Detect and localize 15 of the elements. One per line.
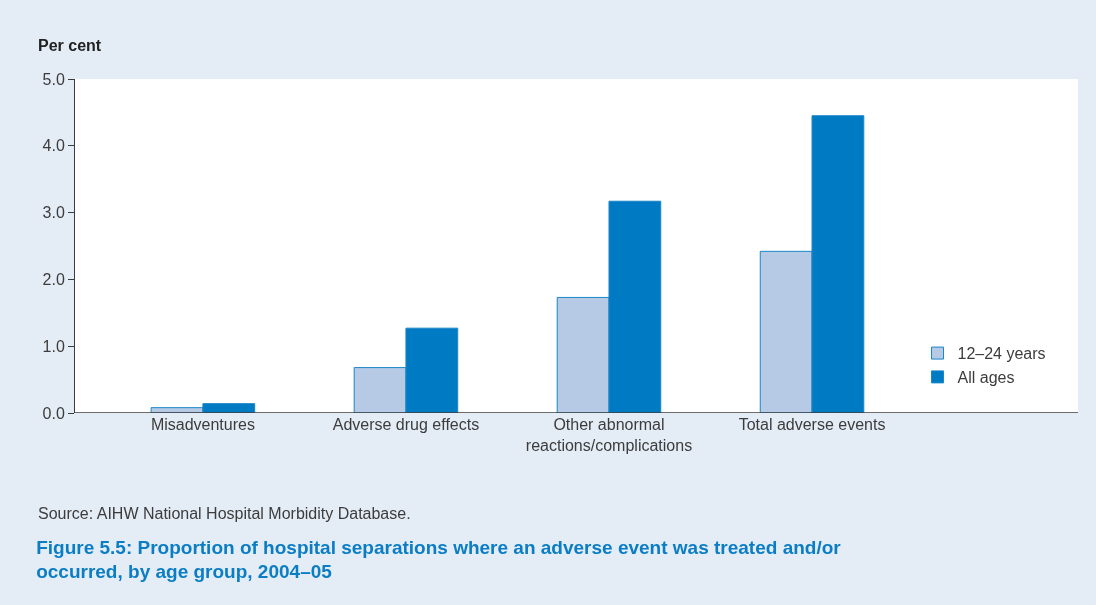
- text: Figure 5.5: Proportion of hospital separations where an adverse event was treated and/or occurred, by age group, 2004–05: [36, 536, 842, 583]
- x-tick-label: Adverse drug effects: [332, 416, 480, 433]
- y-tick-label: 4.0: [42, 137, 65, 155]
- y-tick-label: 1.0: [42, 337, 65, 355]
- source-note: Source: AIHW National Hospital Morbidity Database.: [38, 505, 411, 522]
- legend-label: All ages: [957, 369, 1015, 387]
- y-axis-title: Per cent: [38, 37, 102, 54]
- x-tick-label: Other abnormal reactions/complications: [525, 416, 693, 454]
- y-tick-label: 5.0: [42, 70, 65, 88]
- x-tick-label: Total adverse events: [738, 416, 886, 433]
- x-tick-label: Misadventures: [150, 416, 255, 433]
- legend-label: 12–24 years: [957, 345, 1046, 363]
- y-tick-label: 2.0: [42, 271, 65, 288]
- y-tick-label: 3.0: [42, 204, 65, 222]
- y-tick-label: 0.0: [42, 404, 65, 422]
